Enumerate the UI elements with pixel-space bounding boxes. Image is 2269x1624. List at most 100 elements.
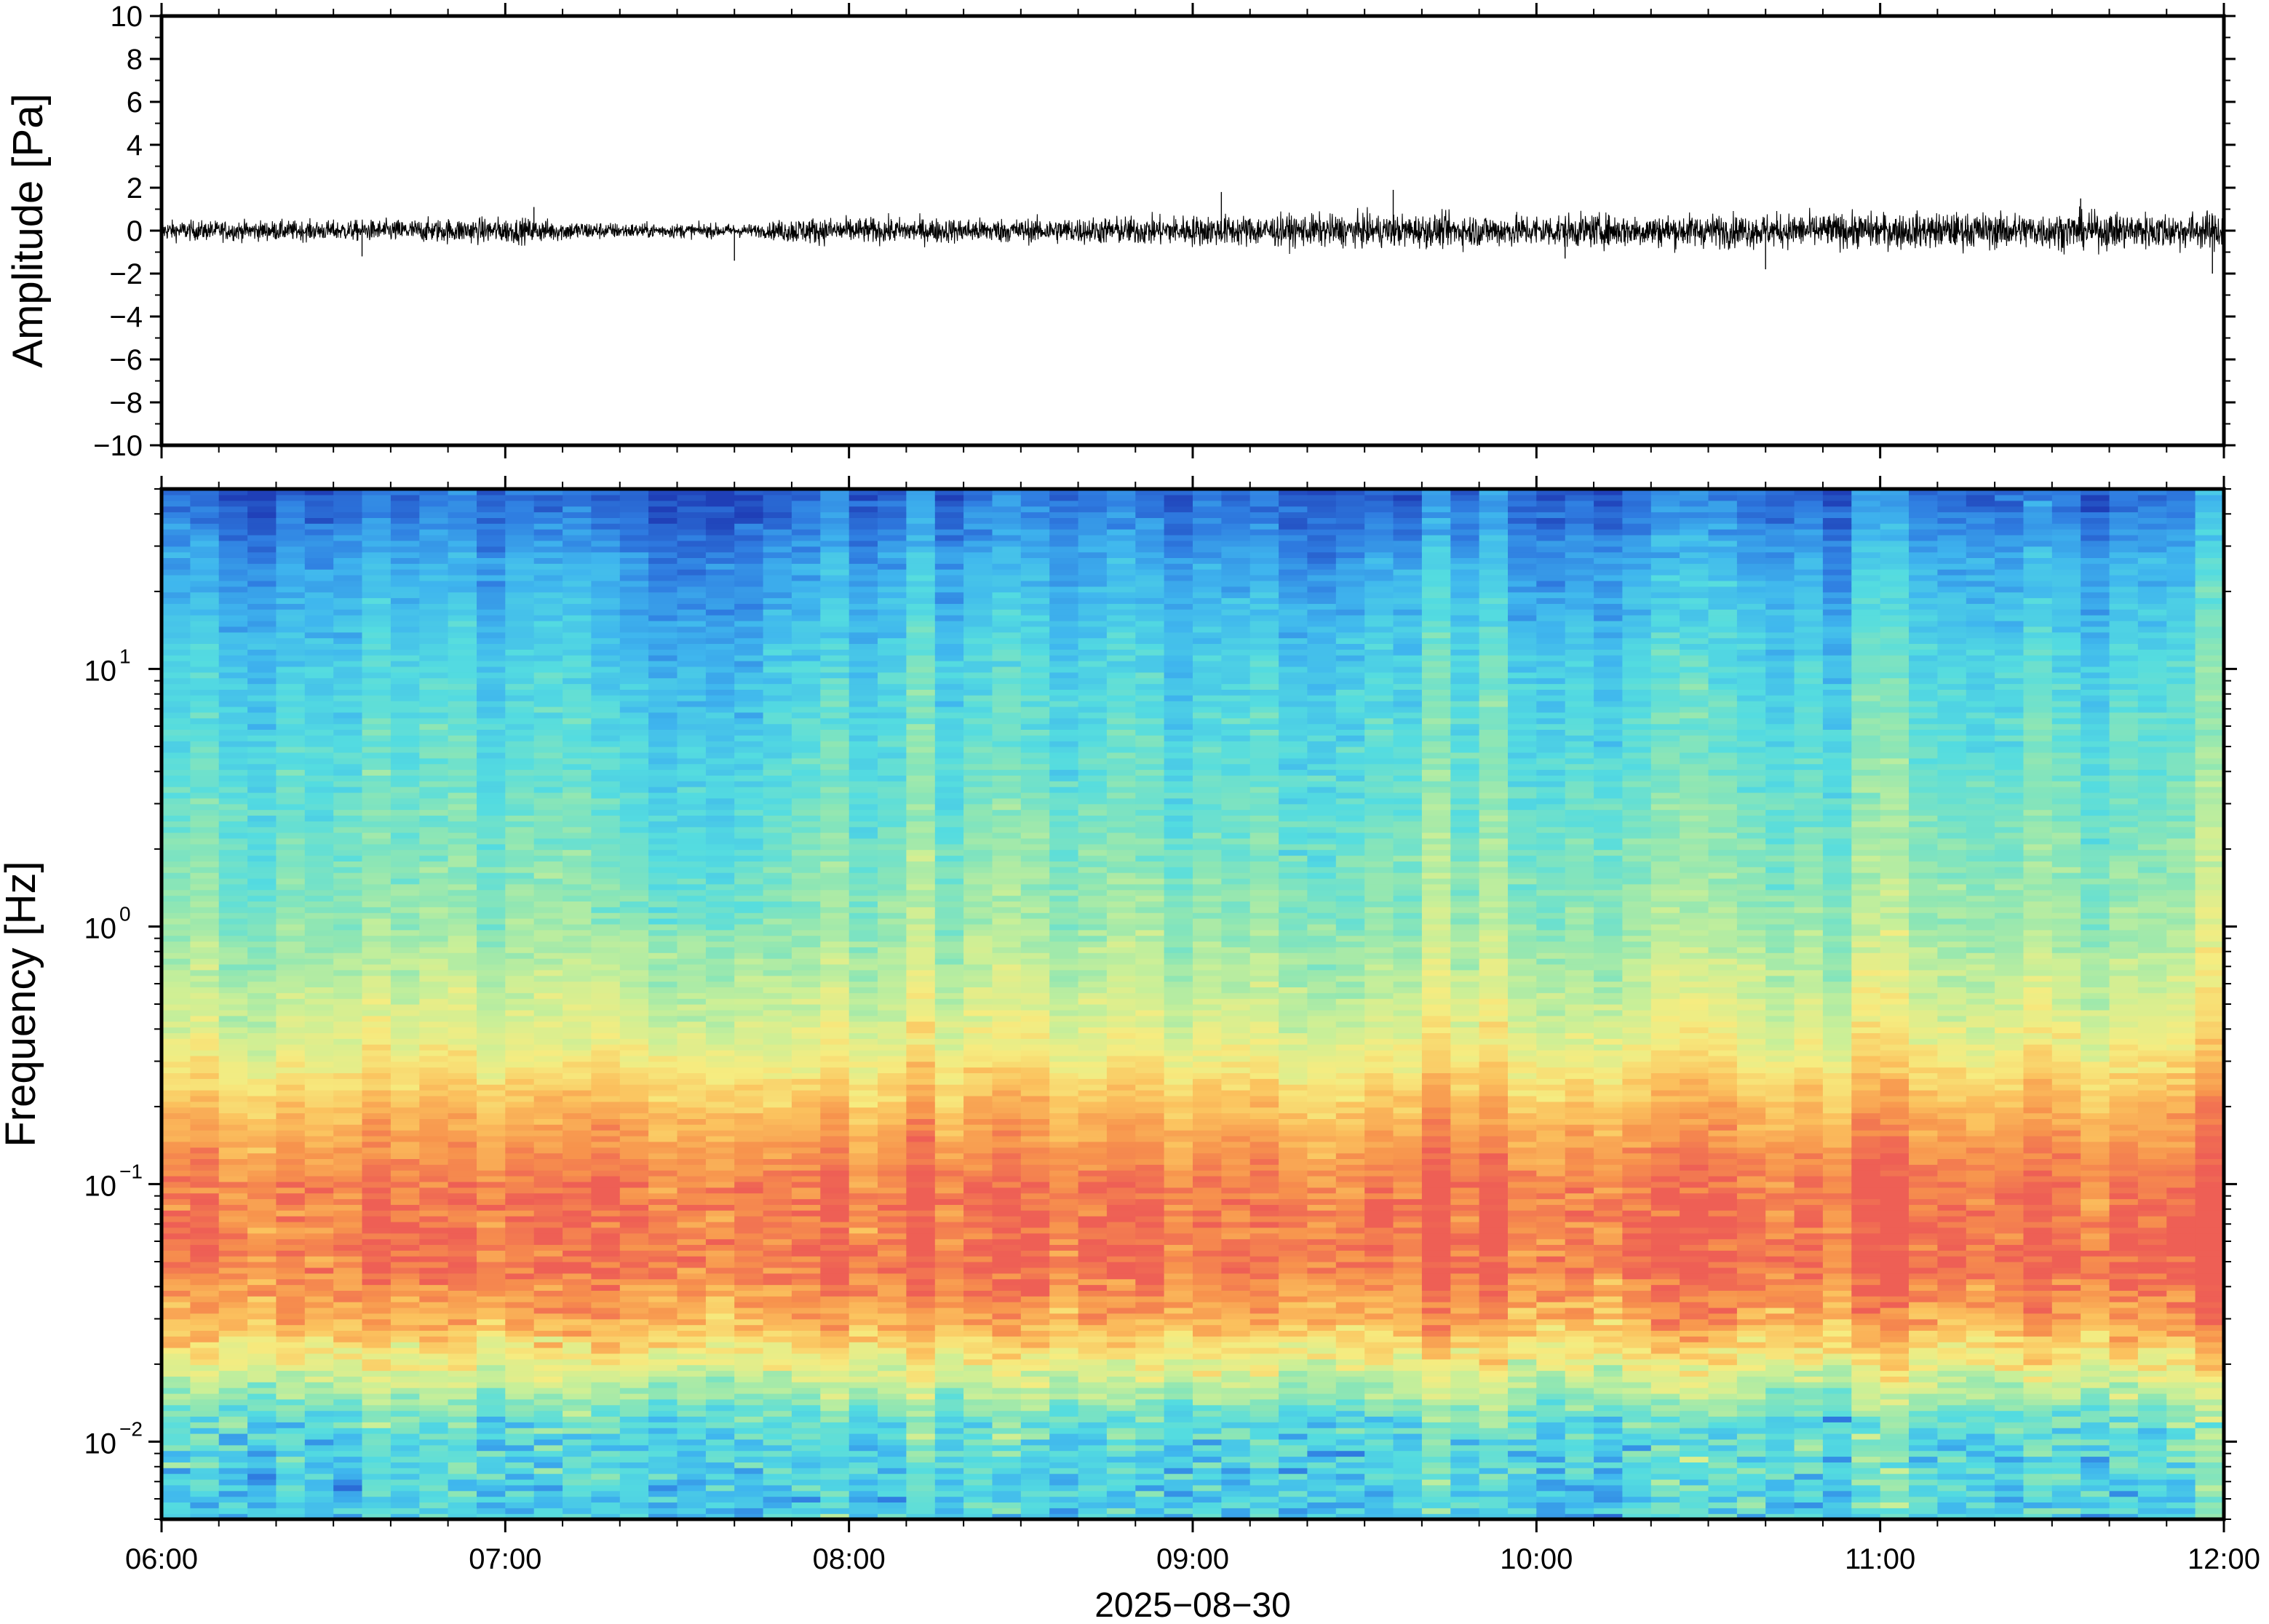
spectrogram-cell <box>304 1473 334 1480</box>
spectrogram-cell <box>878 1067 907 1073</box>
spectrogram-cell <box>448 1250 477 1257</box>
spectrogram-cell <box>763 637 792 644</box>
spectrogram-cell <box>247 1187 277 1194</box>
spectrogram-cell <box>734 1021 764 1028</box>
spectrogram-cell <box>734 1141 764 1148</box>
spectrogram-cell <box>419 575 449 581</box>
spectrogram-cell <box>619 763 649 771</box>
spectrogram-cell <box>820 1490 850 1497</box>
waveform-y-tick-label-4: −2 <box>109 258 143 290</box>
spectrogram-cell <box>362 952 392 959</box>
spectrogram-cell <box>448 632 477 639</box>
spectrogram-cell <box>448 952 477 959</box>
spectrogram-cell <box>505 580 535 587</box>
spectrogram-cell <box>734 935 764 942</box>
spectrogram-cell <box>591 1198 621 1205</box>
spectrogram-cell <box>505 797 535 805</box>
spectrogram-cell <box>362 1404 392 1412</box>
spectrogram-cell <box>218 1496 248 1502</box>
spectrogram-cell <box>849 787 878 793</box>
spectrogram-cell <box>162 877 191 885</box>
spectrogram-cell <box>448 1078 477 1085</box>
spectrogram-cell <box>734 907 764 913</box>
spectrogram-cell <box>419 1273 449 1280</box>
spectrogram-cell <box>276 701 306 707</box>
spectrogram-cell <box>162 958 191 965</box>
spectrogram-cell <box>419 1038 449 1045</box>
spectrogram-cell <box>677 672 707 679</box>
spectrogram-cell <box>333 1124 363 1131</box>
spectrogram-cell <box>648 741 678 747</box>
spectrogram-cell <box>162 661 191 667</box>
spectrogram-cell <box>763 872 792 879</box>
spectrogram-cell <box>591 723 621 730</box>
spectrogram-cell <box>304 1181 334 1188</box>
spectrogram-cell <box>705 872 735 879</box>
spectrogram-cell <box>419 1290 449 1297</box>
spectrogram-cell <box>791 832 821 839</box>
spectrogram-cell <box>820 609 850 616</box>
spectrogram-cell <box>906 1353 936 1360</box>
spectrogram-cell <box>648 1101 678 1108</box>
spectrogram-cell <box>533 1358 563 1366</box>
spectrogram-cell <box>705 889 735 896</box>
spectrogram-cell <box>763 1130 792 1137</box>
spectrogram-cell <box>362 872 392 879</box>
spectrogram-cell <box>448 597 477 604</box>
spectrogram-cell <box>390 1273 420 1280</box>
spectrogram-cell <box>820 1398 850 1406</box>
spectrogram-cell <box>705 1290 735 1297</box>
spectrogram-cell <box>477 1490 506 1497</box>
spectrogram-cell <box>906 1444 936 1452</box>
spectrogram-cell <box>849 1187 878 1194</box>
spectrogram-cell <box>763 1124 792 1131</box>
spectrogram-cell <box>477 729 506 736</box>
spectrogram-cell <box>820 489 850 495</box>
spectrogram-cell <box>878 797 907 805</box>
spectrogram-cell <box>591 500 621 507</box>
spectrogram-cell <box>533 947 563 953</box>
spectrogram-cell <box>533 735 563 741</box>
spectrogram-cell <box>390 781 420 787</box>
spectrogram-cell <box>362 1508 392 1514</box>
spectrogram-cell <box>477 689 506 696</box>
spectrogram-cell <box>791 1324 821 1331</box>
spectrogram-cell <box>705 603 735 610</box>
spectrogram-cell <box>247 741 277 747</box>
spectrogram-cell <box>533 689 563 696</box>
spectrogram-cell <box>878 895 907 901</box>
spectrogram-cell <box>477 1107 506 1114</box>
spectrogram-cell <box>533 929 563 936</box>
spectrogram-cell <box>763 1078 792 1085</box>
spectrogram-cell <box>190 747 220 753</box>
spectrogram-cell <box>533 975 563 982</box>
spectrogram-cell <box>505 1444 535 1452</box>
spectrogram-cell <box>533 620 563 627</box>
spectrogram-cell <box>820 672 850 679</box>
spectrogram-cell <box>878 615 907 621</box>
spectrogram-cell <box>677 1450 707 1457</box>
spectrogram-cell <box>677 1410 707 1417</box>
spectrogram-cell <box>820 1290 850 1297</box>
spectrogram-cell <box>763 901 792 907</box>
spectrogram-cell <box>820 1210 850 1217</box>
spectrogram-cell <box>563 1324 592 1331</box>
spectrogram-cell <box>419 969 449 976</box>
spectrogram-cell <box>276 1135 306 1142</box>
spectrogram-cell <box>276 803 306 811</box>
spectrogram-cell <box>505 666 535 673</box>
spectrogram-cell <box>362 1164 392 1171</box>
spectrogram-cell <box>247 632 277 639</box>
spectrogram-cell <box>477 706 506 713</box>
spectrogram-cell <box>505 701 535 707</box>
spectrogram-cell <box>734 1130 764 1137</box>
spectrogram-cell <box>448 1244 477 1251</box>
spectrogram-cell <box>477 1250 506 1257</box>
spectrogram-cell <box>563 1484 592 1492</box>
spectrogram-cell <box>218 1256 248 1262</box>
spectrogram-cell <box>849 998 878 1005</box>
spectrogram-cell <box>705 929 735 936</box>
spectrogram-cell <box>906 735 936 741</box>
spectrogram-cell <box>247 1147 277 1154</box>
spectrogram-cell <box>276 1021 306 1028</box>
